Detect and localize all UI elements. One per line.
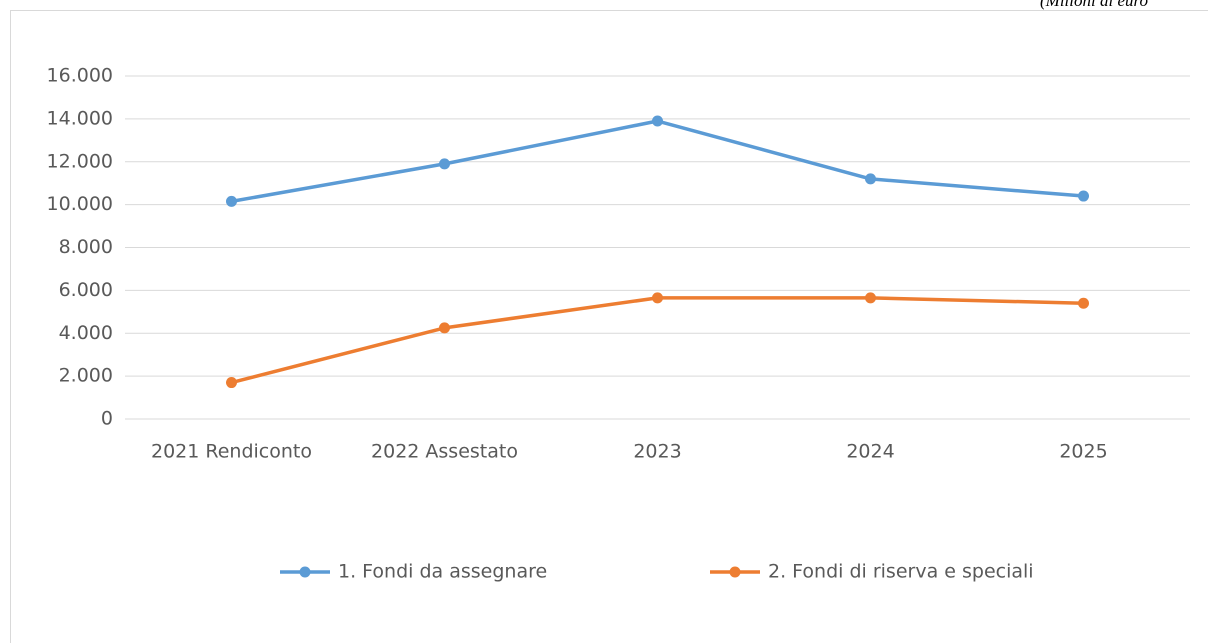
- x-tick-label: 2021 Rendiconto: [151, 441, 312, 463]
- y-tick-label: 2.000: [59, 365, 113, 387]
- point: [439, 158, 450, 170]
- legend-marker: [729, 566, 741, 578]
- note-bg: [1030, 0, 1208, 10]
- y-tick-label: 12.000: [47, 150, 113, 172]
- x-tick-label: 2022 Assestato: [371, 441, 518, 463]
- x-tick-label: 2025: [1059, 441, 1107, 463]
- legend-marker: [299, 566, 311, 578]
- point: [1078, 190, 1089, 202]
- y-tick-label: 14.000: [47, 107, 113, 129]
- y-tick-label: 10.000: [47, 193, 113, 215]
- legend-label: 2. Fondi di riserva e speciali: [768, 561, 1034, 583]
- point: [865, 173, 876, 185]
- point: [439, 322, 450, 334]
- point: [652, 292, 663, 304]
- legend-label: 1. Fondi da assegnare: [338, 561, 547, 583]
- point: [226, 377, 237, 389]
- point: [1078, 297, 1089, 309]
- x-tick-label: 2024: [846, 441, 894, 463]
- y-tick-label: 8.000: [59, 236, 113, 258]
- x-tick-label: 2023: [633, 441, 681, 463]
- y-tick-label: 16.000: [47, 65, 113, 87]
- point: [865, 292, 876, 304]
- unit-note: (Milioni di euro: [1040, 0, 1148, 10]
- y-tick-label: 4.000: [59, 322, 113, 344]
- point: [652, 115, 663, 127]
- chart-frame: [10, 10, 1208, 643]
- point: [226, 195, 237, 207]
- y-tick-label: 0: [101, 408, 113, 430]
- y-tick-label: 6.000: [59, 279, 113, 301]
